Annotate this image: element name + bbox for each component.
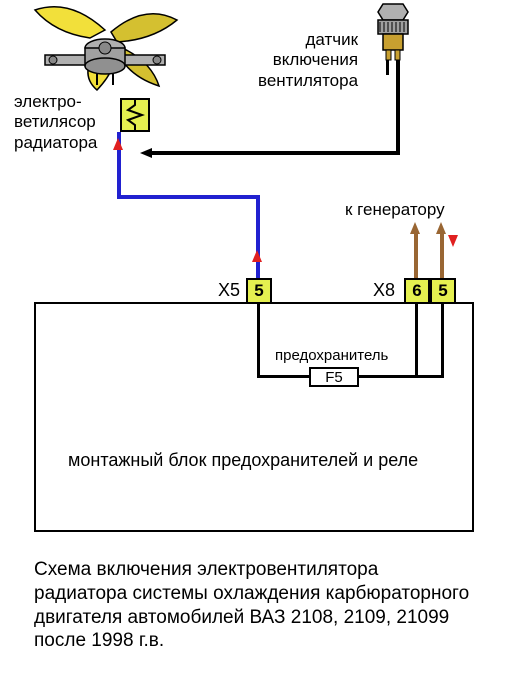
- wire-black-vert: [396, 60, 400, 155]
- fuse-label: предохранитель: [275, 347, 388, 365]
- wire-in-h1: [257, 375, 309, 378]
- wire-black-vert2: [386, 60, 389, 75]
- arrow-brown-2: [436, 222, 446, 234]
- sensor-illustration: [368, 0, 418, 70]
- arrow-brown-1: [410, 222, 420, 234]
- fuse-f5: F5: [309, 367, 359, 387]
- fan-illustration: [25, 0, 185, 100]
- wire-in-v2: [415, 302, 418, 378]
- wire-blue-v2: [256, 195, 260, 280]
- generator-label: к генератору: [345, 200, 445, 220]
- x8-label: X8: [373, 280, 395, 302]
- x5-label: X5: [218, 280, 240, 302]
- wire-brown-v2: [440, 232, 444, 280]
- wire-in-v3: [441, 302, 444, 378]
- fan-connector: [120, 98, 150, 132]
- arrow-red-1: [113, 138, 123, 150]
- x8-pin6: 6: [404, 278, 430, 304]
- fuse-block: [34, 302, 474, 532]
- caption-text: Схема включения электровентилятора радиа…: [34, 558, 474, 653]
- arrow-red-3: [448, 235, 458, 247]
- wire-in-v1: [257, 302, 260, 377]
- x5-pin5: 5: [246, 278, 272, 304]
- arrow-red-2: [252, 250, 262, 262]
- wire-brown-v1: [414, 232, 418, 280]
- arrow-black-left: [140, 148, 152, 158]
- fan-label: электро- ветилясор радиатора: [14, 92, 97, 153]
- wire-in-h2: [359, 375, 442, 378]
- wire-black-horz: [150, 151, 400, 155]
- block-label: монтажный блок предохранителей и реле: [68, 450, 418, 472]
- wire-blue-h1: [117, 195, 260, 199]
- sensor-label: датчик включения вентилятора: [258, 30, 358, 91]
- x8-pin5: 5: [430, 278, 456, 304]
